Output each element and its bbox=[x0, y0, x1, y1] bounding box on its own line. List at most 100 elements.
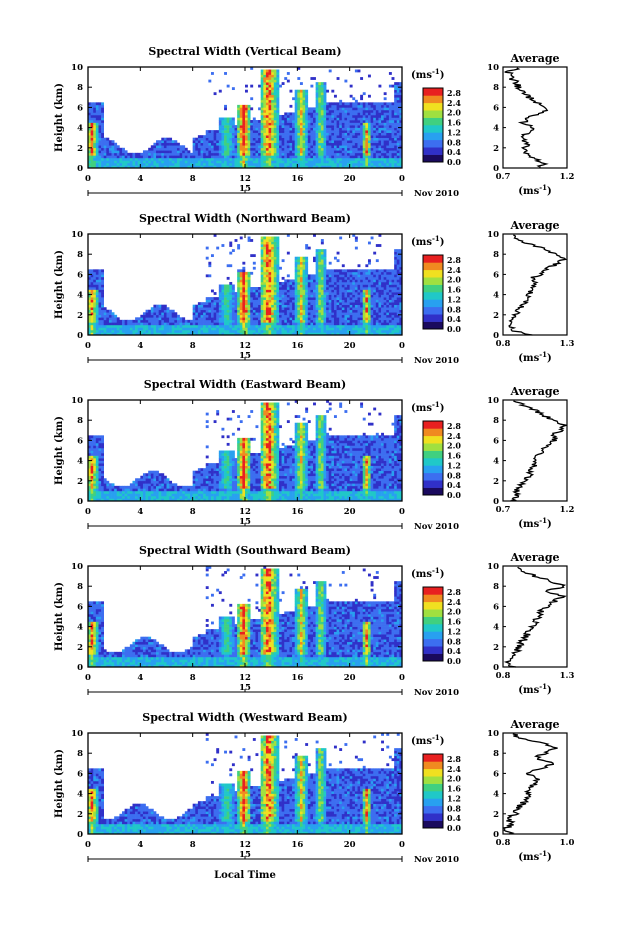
heatmap-cell bbox=[394, 87, 398, 91]
heatmap-cell bbox=[252, 130, 256, 133]
heatmap-cell bbox=[341, 276, 345, 280]
heatmap-cell bbox=[216, 150, 220, 154]
heatmap-cell bbox=[231, 289, 235, 293]
heatmap-cell bbox=[203, 329, 207, 333]
heatmap-cell bbox=[273, 122, 277, 126]
heatmap-cell bbox=[305, 125, 309, 128]
heatmap-cell bbox=[289, 150, 293, 154]
heatmap-cell bbox=[216, 145, 220, 149]
heatmap-cell bbox=[279, 289, 282, 293]
heatmap-cell bbox=[265, 69, 269, 73]
heatmap-cell bbox=[313, 162, 316, 166]
heatmap-cell bbox=[242, 109, 246, 113]
heatmap-cell bbox=[250, 150, 254, 154]
heatmap-cell bbox=[218, 125, 222, 128]
heatmap-cell bbox=[273, 317, 277, 321]
heatmap-cell bbox=[367, 162, 371, 166]
heatmap-cell bbox=[323, 107, 327, 111]
heatmap-cell bbox=[318, 312, 322, 316]
heatmap-cell bbox=[108, 160, 112, 164]
heatmap-cell bbox=[265, 102, 269, 106]
heatmap-cell bbox=[98, 122, 102, 126]
heatmap-cell bbox=[265, 77, 269, 80]
heatmap-cell bbox=[90, 271, 94, 275]
heatmap-cell bbox=[370, 307, 374, 311]
heatmap-cell bbox=[292, 322, 296, 326]
heatmap-cell bbox=[135, 329, 139, 333]
heatmap-cell bbox=[98, 327, 102, 331]
heatmap-cell bbox=[326, 309, 330, 313]
heatmap-cell bbox=[292, 299, 296, 303]
heatmap-cell bbox=[200, 302, 204, 305]
heatmap-cell bbox=[341, 264, 345, 268]
heatmap-cell bbox=[239, 299, 243, 303]
heatmap-cell bbox=[218, 117, 222, 121]
heatmap-cell bbox=[378, 281, 382, 285]
heatmap-cell bbox=[313, 299, 316, 303]
heatmap-cell bbox=[383, 271, 387, 275]
heatmap-cell bbox=[365, 322, 369, 326]
heatmap-cell bbox=[336, 135, 340, 138]
heatmap-cell bbox=[103, 137, 107, 141]
heatmap-cell bbox=[315, 251, 319, 255]
heatmap-cell bbox=[150, 152, 154, 156]
heatmap-cell bbox=[163, 324, 167, 328]
heatmap-cell bbox=[305, 157, 309, 161]
heatmap-cell bbox=[307, 160, 311, 164]
heatmap-cell bbox=[331, 162, 335, 166]
heatmap-cell bbox=[386, 117, 390, 121]
heatmap-cell bbox=[95, 307, 99, 311]
heatmap-cell bbox=[242, 304, 246, 308]
heatmap-cell bbox=[375, 294, 379, 298]
heatmap-cell bbox=[289, 287, 293, 290]
heatmap-cell bbox=[258, 322, 261, 326]
heatmap-cell bbox=[145, 150, 149, 154]
heatmap-cell bbox=[318, 125, 322, 128]
heatmap-cell bbox=[339, 297, 343, 300]
heatmap-cell bbox=[271, 324, 275, 328]
heatmap-cell bbox=[229, 281, 233, 285]
heatmap-cell bbox=[294, 274, 298, 278]
heatmap-cell bbox=[297, 276, 301, 280]
heatmap-cell bbox=[263, 109, 267, 113]
heatmap-cell bbox=[276, 279, 280, 283]
heatmap-cell bbox=[318, 112, 322, 116]
heatmap-cell bbox=[357, 165, 361, 169]
heatmap-cell bbox=[169, 309, 173, 313]
heatmap-cell bbox=[331, 152, 335, 156]
heatmap-cell bbox=[153, 329, 157, 333]
heatmap-cell bbox=[357, 162, 361, 166]
heatmap-cell bbox=[328, 319, 332, 323]
heatmap-cell bbox=[399, 157, 403, 161]
heatmap-cell bbox=[297, 92, 301, 96]
heatmap-cell bbox=[386, 114, 390, 118]
heatmap-cell bbox=[265, 332, 269, 336]
heatmap-cell bbox=[213, 140, 217, 144]
heatmap-cell bbox=[176, 165, 180, 169]
heatmap-cell bbox=[226, 125, 230, 128]
heatmap-cell bbox=[98, 332, 102, 336]
heatmap-cell bbox=[333, 135, 337, 138]
heatmap-cell bbox=[297, 137, 301, 141]
heatmap-cell bbox=[231, 287, 235, 290]
heatmap-cell bbox=[252, 155, 256, 159]
heatmap-cell bbox=[367, 261, 371, 265]
heatmap-cell bbox=[388, 157, 392, 161]
heatmap-cell bbox=[281, 307, 285, 311]
heatmap-cell bbox=[281, 82, 285, 85]
heatmap-cell bbox=[370, 281, 374, 285]
heatmap-cell bbox=[265, 294, 269, 298]
heatmap-cell bbox=[200, 312, 204, 316]
heatmap-cell bbox=[305, 294, 309, 298]
heatmap-cell bbox=[205, 327, 209, 331]
heatmap-cell bbox=[328, 157, 332, 161]
heatmap-cell bbox=[341, 289, 345, 293]
heatmap-cell bbox=[281, 155, 285, 159]
heatmap-cell bbox=[174, 152, 178, 156]
heatmap-cell bbox=[195, 322, 199, 326]
heatmap-cell bbox=[203, 155, 207, 159]
heatmap-cell bbox=[260, 287, 264, 290]
heatmap-cell bbox=[339, 137, 343, 141]
heatmap-cell bbox=[176, 160, 180, 164]
heatmap-cell bbox=[375, 297, 379, 300]
